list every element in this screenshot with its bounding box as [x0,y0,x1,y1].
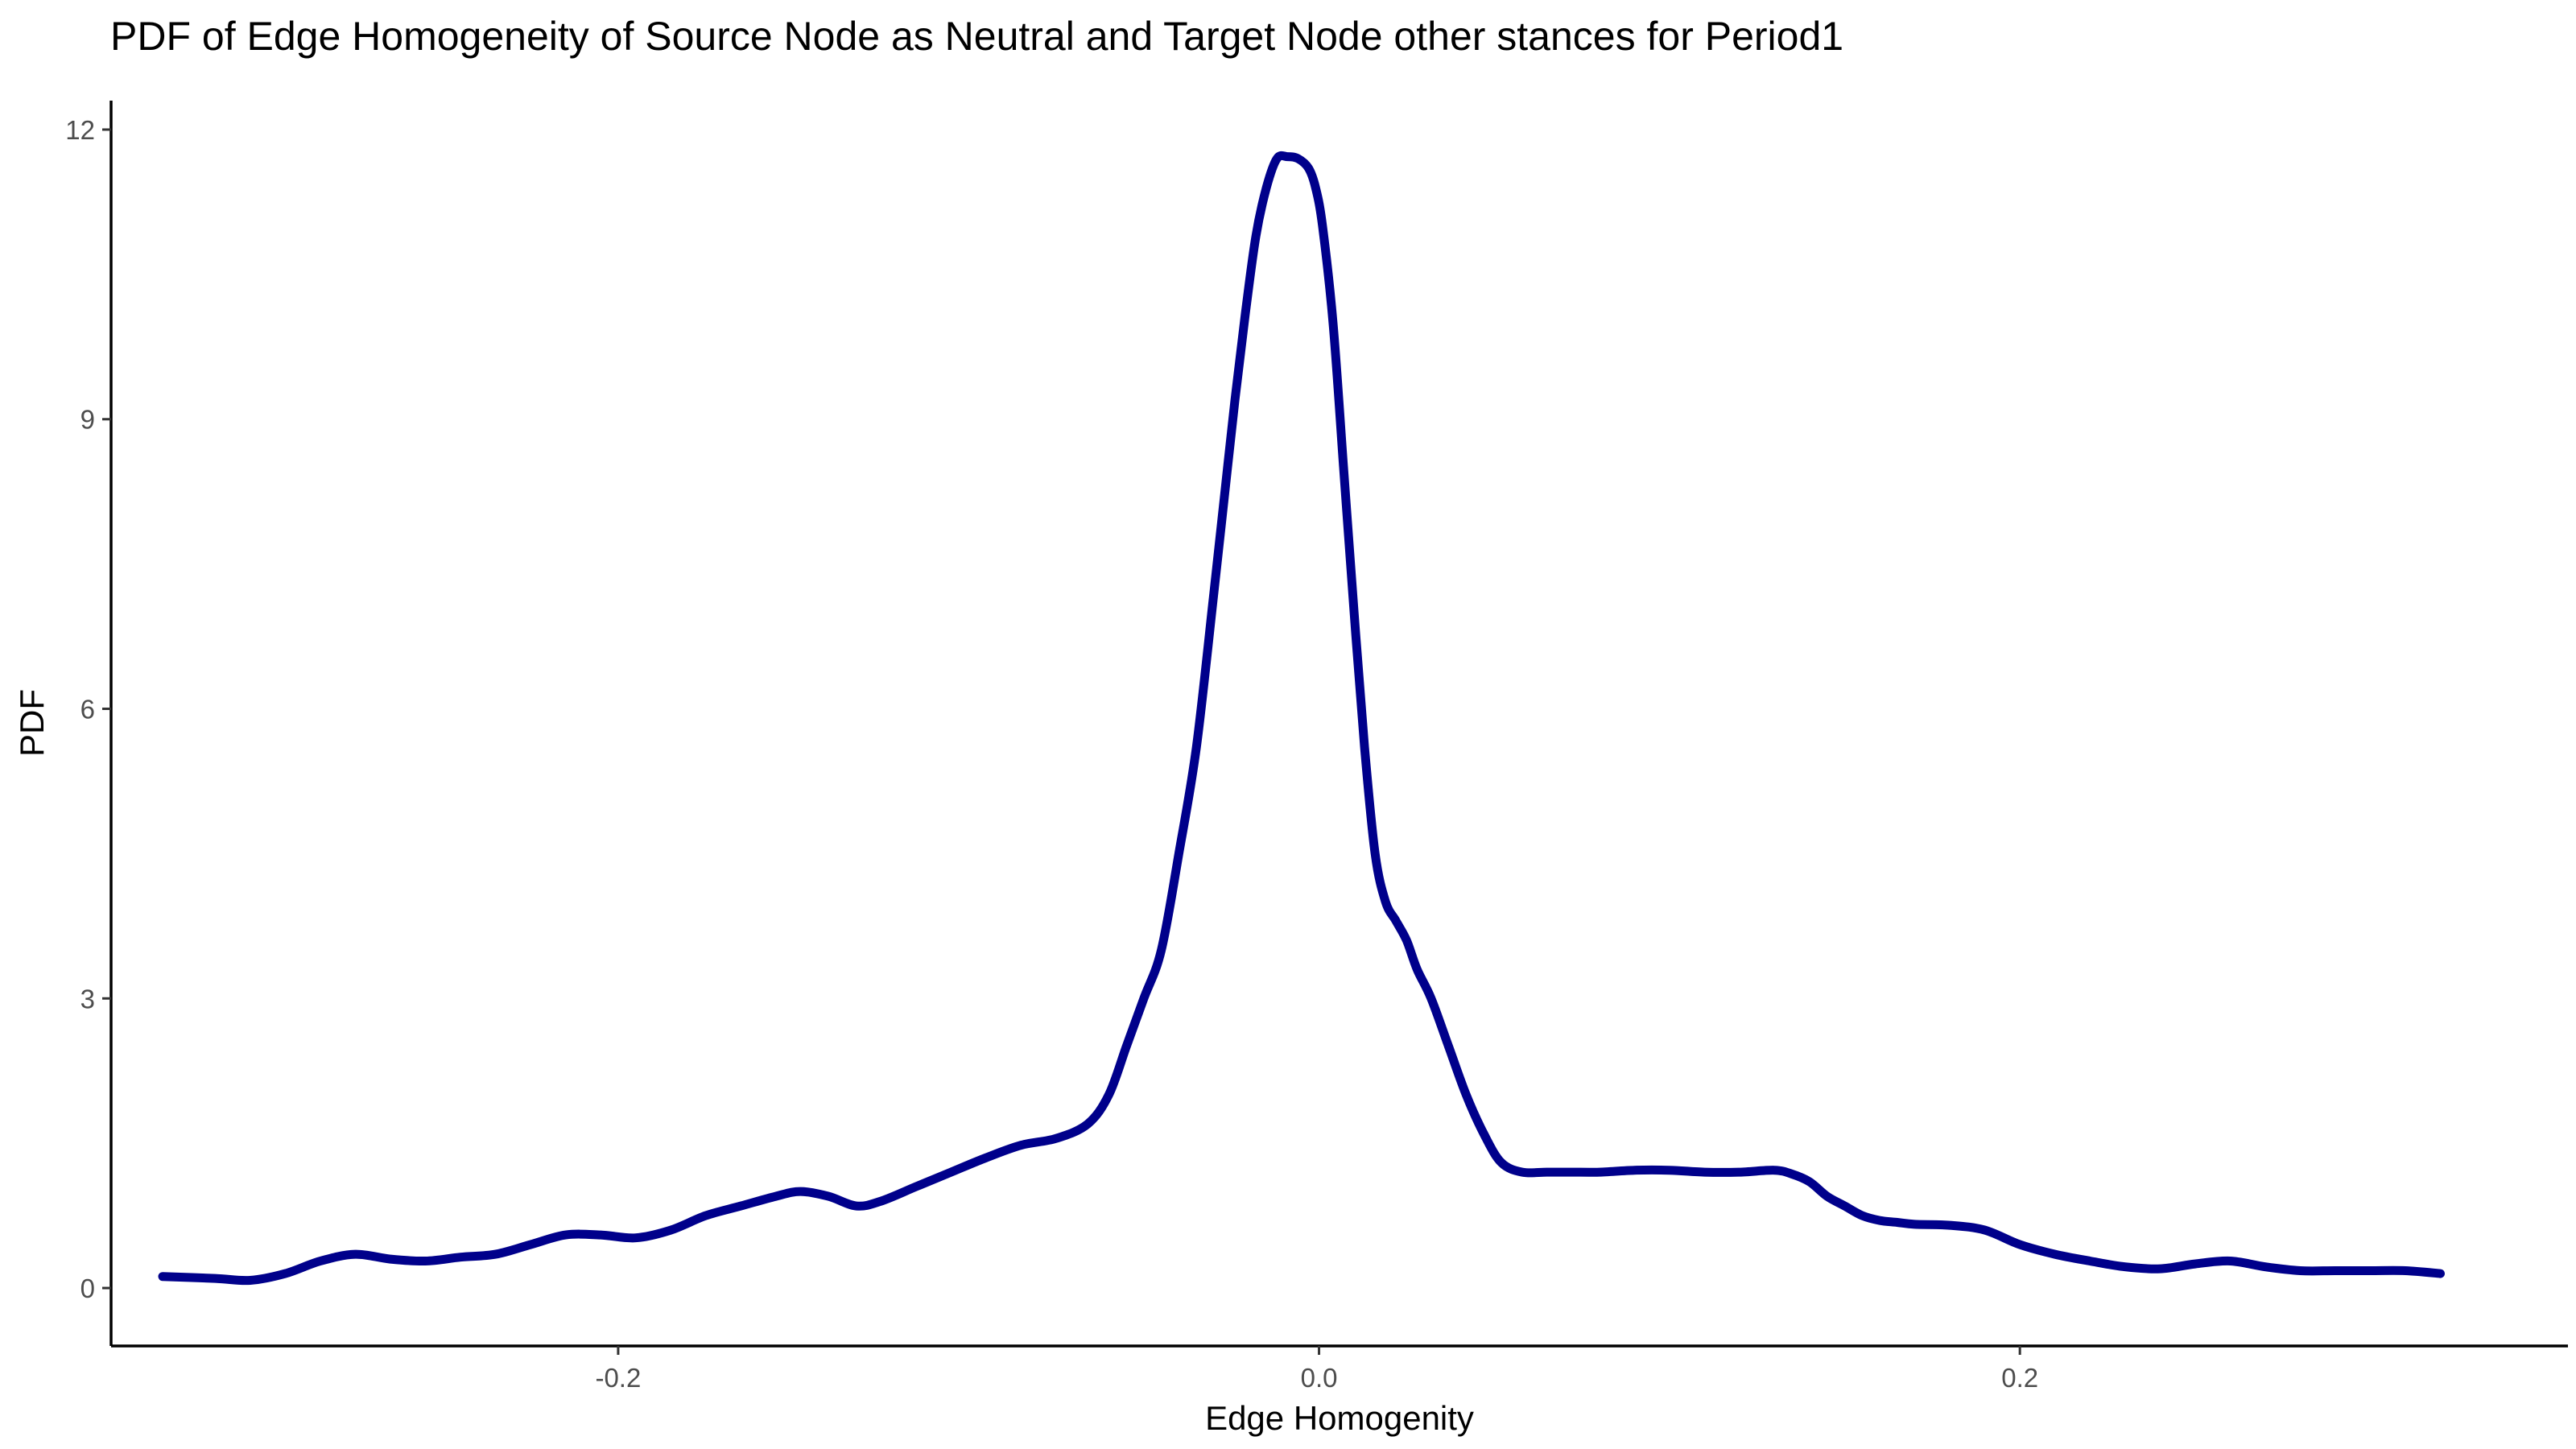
y-tick-label: 0 [80,1274,95,1303]
x-axis-ticks: -0.2 0.0 0.2 [595,1346,2038,1393]
chart-title: PDF of Edge Homogeneity of Source Node a… [110,14,1843,59]
y-axis-ticks: 0 3 6 9 12 [65,115,111,1303]
y-tick-label: 12 [65,115,95,145]
density-curve [158,151,2445,1286]
x-tick-label: 0.0 [1301,1363,1338,1393]
y-tick-label: 9 [80,405,95,435]
y-tick-label: 6 [80,695,95,724]
y-tick-label: 3 [80,984,95,1013]
y-axis-title: PDF [13,689,51,757]
series-layer [158,151,2445,1286]
x-axis-title: Edge Homogenity [1205,1399,1474,1437]
x-tick-label: -0.2 [595,1363,641,1393]
x-tick-label: 0.2 [2001,1363,2038,1393]
plot-panel: 0 3 6 9 12 -0.2 0.0 0.2 [65,101,2568,1393]
